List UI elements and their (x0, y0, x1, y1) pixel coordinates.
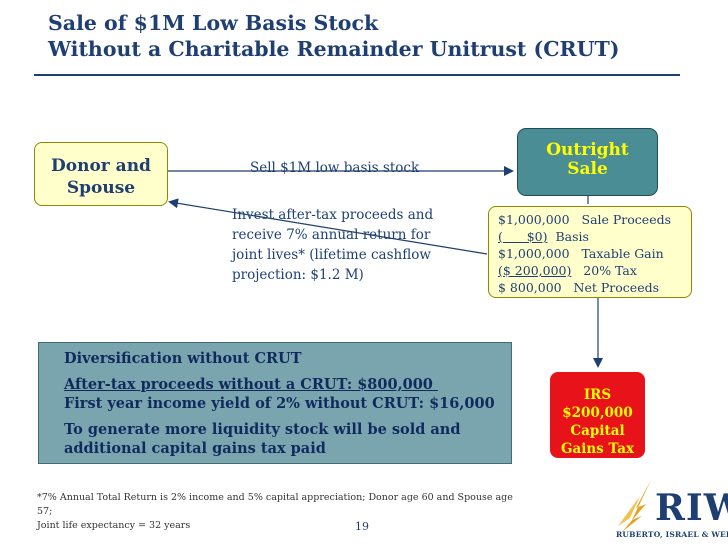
donor-line-2: Spouse (66, 178, 136, 198)
summary-after-tax-proceeds: After-tax proceeds without a CRUT: $800,… (64, 376, 438, 393)
calc-label: 20% Tax (583, 263, 637, 278)
logo-subtitle: RUBERTO, ISRAEL & WEINER (616, 530, 728, 539)
calc-row-sale-proceeds: $1,000,000 Sale Proceeds (498, 211, 691, 228)
calc-amount: $1,000,000 (498, 212, 570, 227)
summary-liquidity-line-1: To generate more liquidity stock will be… (64, 421, 461, 438)
sale-calculation-box: $1,000,000 Sale Proceeds ( $0) Basis $1,… (488, 206, 692, 298)
summary-liquidity-line-2: additional capital gains tax paid (64, 440, 326, 457)
calc-row-taxable-gain: $1,000,000 Taxable Gain (498, 245, 691, 262)
calc-amount: ($ 200,000) (498, 263, 572, 278)
footnote-line-1: *7% Annual Total Return is 2% income and… (37, 492, 513, 517)
calc-row-net-proceeds: $ 800,000 Net Proceeds (498, 279, 691, 296)
calc-label: Basis (555, 229, 589, 244)
outright-line-1: Outright (546, 140, 629, 160)
calc-row-basis: ( $0) Basis (498, 228, 691, 245)
sell-stock-label: Sell $1M low basis stock (250, 160, 420, 176)
irs-line-3: Capital (570, 423, 625, 439)
invest-proceeds-text: Invest after-tax proceeds and receive 7%… (232, 205, 482, 285)
invest-line: Invest after-tax proceeds and (232, 207, 434, 223)
donor-and-spouse-box: Donor and Spouse (34, 142, 168, 206)
outright-line-2: Sale (567, 159, 608, 179)
invest-line: receive 7% annual return for (232, 227, 431, 243)
slide-title: Sale of $1M Low Basis Stock Without a Ch… (48, 10, 708, 62)
logo-star-icon (618, 478, 652, 532)
logo-mark: RIW (655, 487, 728, 529)
footnote: *7% Annual Total Return is 2% income and… (37, 491, 517, 533)
outright-sale-box: Outright Sale (517, 128, 658, 196)
calc-label: Sale Proceeds (581, 212, 672, 227)
calc-amount: $1,000,000 (498, 246, 570, 261)
irs-line-4: Gains Tax (560, 441, 635, 457)
invest-line: joint lives* (lifetime cashflow (232, 247, 431, 263)
arrow-calc-to-donor (168, 198, 488, 255)
title-divider (34, 74, 680, 76)
title-line-2: Without a Charitable Remainder Unitrust … (48, 37, 620, 61)
diversification-summary-box: Diversification without CRUT After-tax p… (38, 342, 512, 464)
calc-label: Net Proceeds (573, 280, 660, 295)
calc-row-tax: ($ 200,000) 20% Tax (498, 262, 691, 279)
riw-logo: RIW RUBERTO, ISRAEL & WEINER (600, 474, 728, 544)
calc-amount: $ 800,000 (498, 280, 562, 295)
summary-heading: Diversification without CRUT (64, 350, 302, 367)
calc-amount: ( $0) (498, 229, 548, 244)
irs-capital-gains-box: IRS $200,000 Capital Gains Tax (550, 372, 645, 458)
invest-line: projection: $1.2 M) (232, 267, 364, 283)
page-number: 19 (355, 520, 369, 533)
irs-line-2: $200,000 (562, 405, 633, 421)
donor-line-1: Donor and (51, 156, 151, 176)
irs-line-1: IRS (583, 387, 612, 403)
summary-income-yield: First year income yield of 2% without CR… (64, 395, 495, 412)
title-line-1: Sale of $1M Low Basis Stock (48, 11, 379, 35)
calc-label: Taxable Gain (581, 246, 664, 261)
footnote-line-2: Joint life expectancy = 32 years (37, 520, 191, 531)
